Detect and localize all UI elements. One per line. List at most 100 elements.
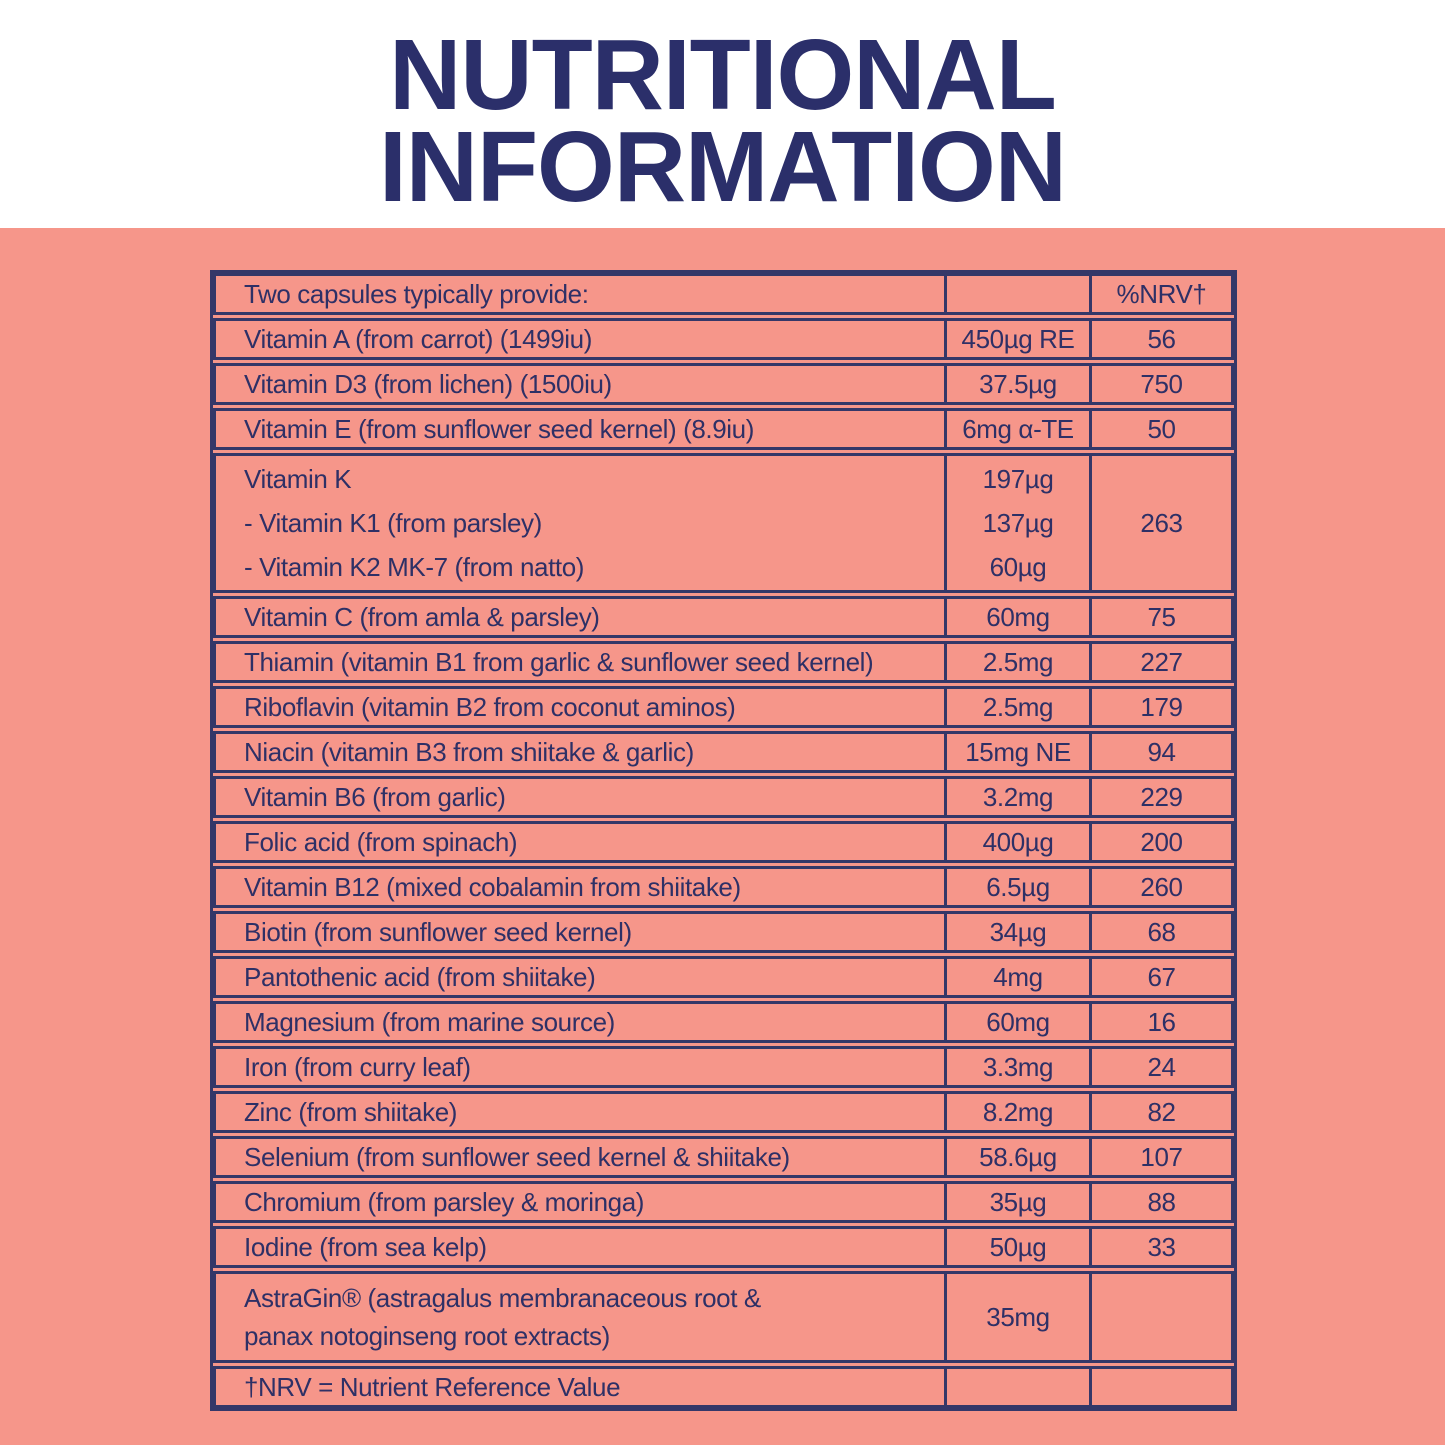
nutrient-name: Magnesium (from marine source) — [244, 1006, 615, 1037]
nutrient-name: Selenium (from sunflower seed kernel & s… — [244, 1141, 790, 1172]
nrv-cell: 750 — [1089, 366, 1231, 402]
nrv-cell: 229 — [1089, 779, 1231, 815]
amount-cell: 34µg — [944, 914, 1089, 950]
nrv-cell: 67 — [1089, 959, 1231, 995]
footnote-text: †NRV = Nutrient Reference Value — [244, 1371, 621, 1402]
nutrient-name: Vitamin B12 (mixed cobalamin from shiita… — [244, 871, 741, 902]
table-row: Magnesium (from marine source) 60mg 16 — [213, 1001, 1234, 1043]
amount-value: 58.6µg — [979, 1141, 1057, 1172]
nrv-value: 179 — [1140, 691, 1183, 722]
nrv-cell: 94 — [1089, 734, 1231, 770]
nrv-cell: 200 — [1089, 824, 1231, 860]
nutrient-name-cell: Iron (from curry leaf) — [216, 1049, 944, 1085]
nrv-cell: 56 — [1089, 321, 1231, 357]
nutrient-name: Chromium (from parsley & moringa) — [244, 1186, 645, 1217]
page-title-line1: NUTRITIONAL — [389, 19, 1057, 131]
nrv-value: 56 — [1147, 323, 1176, 354]
amount-value: 60mg — [986, 601, 1050, 632]
table-row: Thiamin (vitamin B1 from garlic & sunflo… — [213, 641, 1234, 683]
amount-value: 35mg — [986, 1301, 1050, 1332]
title-block: NUTRITIONAL INFORMATION — [0, 0, 1445, 228]
nrv-value: 67 — [1147, 961, 1176, 992]
nutrient-name: Vitamin B6 (from garlic) — [244, 781, 506, 812]
nutrient-name-cell: Vitamin K - Vitamin K1 (from parsley) - … — [216, 456, 944, 590]
nrv-cell: 82 — [1089, 1094, 1231, 1130]
table-row: Vitamin E (from sunflower seed kernel) (… — [213, 408, 1234, 450]
table-row: Biotin (from sunflower seed kernel) 34µg 6… — [213, 911, 1234, 953]
nrv-value: 16 — [1147, 1006, 1176, 1037]
nutrient-name: Vitamin D3 (from lichen) (1500iu) — [244, 368, 612, 399]
amount-value: 8.2mg — [982, 1096, 1054, 1127]
nrv-value: 260 — [1140, 871, 1183, 902]
amount-value: 60mg — [986, 1006, 1050, 1037]
amount-cell: 37.5µg — [944, 366, 1089, 402]
amount-cell: 3.2mg — [944, 779, 1089, 815]
pink-panel: Two capsules typically provide: %NRV† Vi… — [0, 228, 1445, 1445]
nutrient-name: Vitamin K - Vitamin K1 (from parsley) - … — [244, 464, 585, 582]
amount-value: 450µg RE — [961, 323, 1075, 354]
header-nrv-cell: %NRV† — [1089, 276, 1231, 312]
nrv-cell: 227 — [1089, 644, 1231, 680]
nutrient-name-cell: Vitamin C (from amla & parsley) — [216, 599, 944, 635]
nutrient-name-cell: Zinc (from shiitake) — [216, 1094, 944, 1130]
table-row: Vitamin B12 (mixed cobalamin from shiita… — [213, 866, 1234, 908]
nutrient-name: Zinc (from shiitake) — [244, 1096, 458, 1127]
nutrient-name: Niacin (vitamin B3 from shiitake & garli… — [244, 736, 694, 767]
nrv-cell: 179 — [1089, 689, 1231, 725]
nutrient-name-cell: Vitamin A (from carrot) (1499iu) — [216, 321, 944, 357]
nutrient-name-cell: Magnesium (from marine source) — [216, 1004, 944, 1040]
nrv-value: 200 — [1140, 826, 1183, 857]
table-row: Pantothenic acid (from shiitake) 4mg 67 — [213, 956, 1234, 998]
amount-cell: 197µg 137µg 60µg — [944, 456, 1089, 590]
nrv-cell: 88 — [1089, 1184, 1231, 1220]
nutrition-table: Two capsules typically provide: %NRV† Vi… — [210, 270, 1237, 1411]
amount-value: 2.5mg — [982, 691, 1054, 722]
amount-value: 197µg — [982, 464, 1054, 494]
nrv-value: 227 — [1140, 646, 1183, 677]
amount-value: 4mg — [993, 961, 1043, 992]
amount-value: 34µg — [989, 916, 1047, 947]
nrv-cell: 68 — [1089, 914, 1231, 950]
amount-value: 15mg NE — [965, 736, 1071, 767]
nrv-value: 229 — [1140, 781, 1183, 812]
nrv-cell: 33 — [1089, 1229, 1231, 1265]
table-row: Vitamin C (from amla & parsley) 60mg 75 — [213, 596, 1234, 638]
nrv-cell: 24 — [1089, 1049, 1231, 1085]
amount-cell: 15mg NE — [944, 734, 1089, 770]
amount-cell: 2.5mg — [944, 644, 1089, 680]
table-row: Iron (from curry leaf) 3.3mg 24 — [213, 1046, 1234, 1088]
nutrient-name-cell: Thiamin (vitamin B1 from garlic & sunflo… — [216, 644, 944, 680]
nrv-value: 107 — [1140, 1141, 1183, 1172]
nutrient-name: Vitamin A (from carrot) (1499iu) — [244, 323, 592, 354]
amount-cell: 400µg — [944, 824, 1089, 860]
nutrient-name: Vitamin C (from amla & parsley) — [244, 601, 600, 632]
footnote-row: †NRV = Nutrient Reference Value — [213, 1366, 1234, 1408]
nrv-value: 68 — [1147, 916, 1176, 947]
nutrient-name: Biotin (from sunflower seed kernel) — [244, 916, 632, 947]
table-row: Riboflavin (vitamin B2 from coconut amin… — [213, 686, 1234, 728]
nrv-value: 88 — [1147, 1186, 1176, 1217]
nrv-cell: 107 — [1089, 1139, 1231, 1175]
nutrient-name: AstraGin® (astragalus membranaceous root… — [244, 1283, 761, 1351]
footnote-amount-cell — [944, 1369, 1089, 1405]
amount-cell: 60mg — [944, 1004, 1089, 1040]
amount-cell: 8.2mg — [944, 1094, 1089, 1130]
nutrient-name-cell: Vitamin B6 (from garlic) — [216, 779, 944, 815]
nrv-cell: 50 — [1089, 411, 1231, 447]
amount-value: 400µg — [982, 826, 1054, 857]
nutrient-name-cell: Pantothenic acid (from shiitake) — [216, 959, 944, 995]
nutrient-name-cell: Iodine (from sea kelp) — [216, 1229, 944, 1265]
page-title: NUTRITIONAL INFORMATION — [379, 15, 1067, 217]
table-row: Vitamin D3 (from lichen) (1500iu) 37.5µg 7… — [213, 363, 1234, 405]
nutrient-name-cell: Riboflavin (vitamin B2 from coconut amin… — [216, 689, 944, 725]
amount-value: 37.5µg — [979, 368, 1057, 399]
amount-value: 60µg — [989, 552, 1047, 582]
amount-value: 6.5µg — [986, 871, 1050, 902]
nutrient-name-cell: Biotin (from sunflower seed kernel) — [216, 914, 944, 950]
header-label-cell: Two capsules typically provide: — [216, 276, 944, 312]
table-row: Iodine (from sea kelp) 50µg 33 — [213, 1226, 1234, 1268]
nrv-value: 33 — [1147, 1231, 1176, 1262]
header-amount-cell — [944, 276, 1089, 312]
nutrient-name-cell: Niacin (vitamin B3 from shiitake & garli… — [216, 734, 944, 770]
